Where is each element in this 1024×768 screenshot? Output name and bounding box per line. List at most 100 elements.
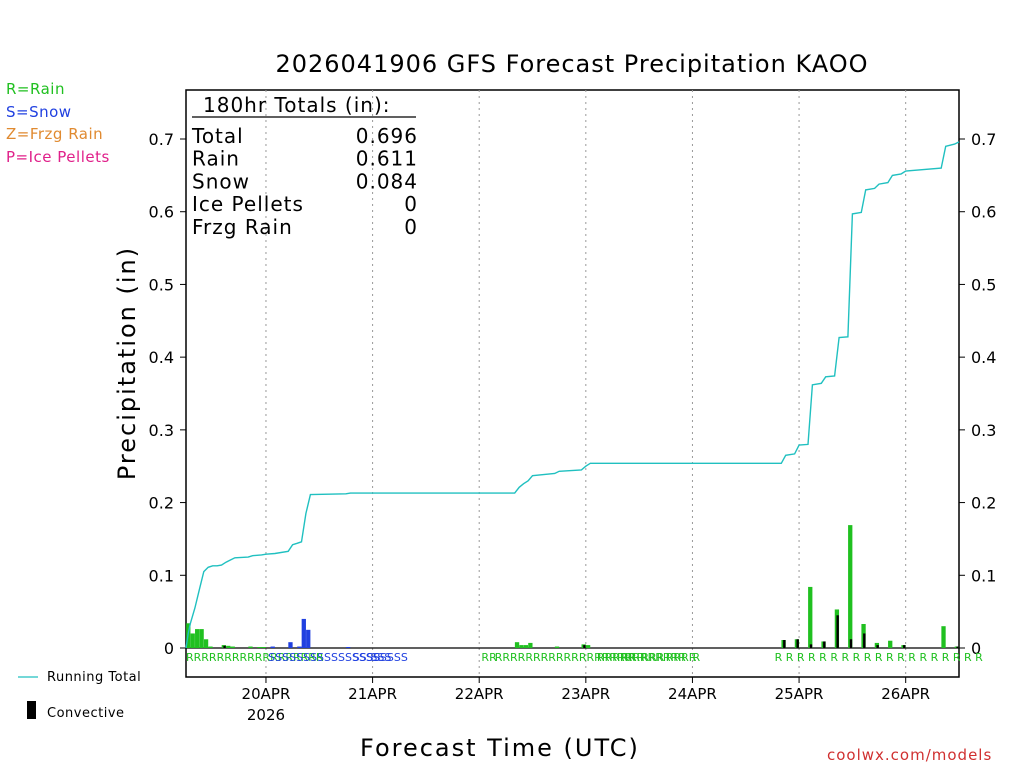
convective-bar (956, 646, 959, 648)
precip-bar (528, 642, 533, 648)
precip-bar (848, 525, 853, 648)
credit-link[interactable]: coolwx.com/models (827, 746, 993, 764)
legend-convective: Convective (47, 706, 125, 721)
plot-frame (185, 89, 960, 678)
precip-bar (230, 646, 235, 648)
ptype-marker: RRR (641, 651, 664, 664)
x-tick-label: 25APR (775, 685, 824, 703)
precip-bar (346, 647, 351, 648)
precip-bar (888, 640, 893, 648)
precip-bar (288, 642, 293, 648)
convective-bar (863, 633, 866, 648)
totals-label: Rain (192, 147, 240, 171)
legend-running-total: Running Total (47, 670, 142, 685)
y-tick-label-left: 0 (164, 639, 174, 658)
precip-bar (297, 646, 302, 648)
precip-bar (208, 646, 213, 648)
totals-header: 180hr Totals (in): (203, 93, 391, 117)
precip-bar (941, 626, 946, 648)
x-tick-label: 24APR (668, 685, 717, 703)
legend-ice-pellets: P=Ice Pellets (6, 148, 110, 166)
x-tick-label: 21APR (348, 685, 397, 703)
totals-value: 0 (404, 192, 418, 216)
convective-swatch (27, 701, 36, 719)
y-tick-label-left: 0.2 (149, 494, 174, 513)
convective-bar (809, 644, 813, 648)
chart-title: 2026041906 GFS Forecast Precipitation KA… (275, 50, 869, 78)
ptype-marker: R (692, 651, 700, 664)
y-tick-label-left: 0.6 (149, 203, 174, 222)
precip-bar (585, 645, 591, 648)
ptype-marker: SSS (370, 651, 391, 664)
precip-bar (190, 633, 195, 648)
y-tick-label-right: 0.5 (971, 275, 996, 294)
convective-bar (876, 645, 879, 648)
bottom-legend-swatches (18, 676, 38, 719)
totals-label: Ice Pellets (192, 192, 304, 216)
y-tick-label-left: 0.7 (149, 130, 174, 149)
totals-value: 0.696 (356, 124, 418, 148)
x-tick-label: 26APR (881, 685, 930, 703)
y-tick-label-left: 0.3 (149, 421, 174, 440)
ptype-marker: SSSS (353, 651, 381, 664)
totals-label: Frzg Rain (192, 215, 293, 239)
y-tick-label-left: 0.4 (149, 348, 174, 367)
precip-bar (270, 646, 275, 648)
totals-value: 0 (404, 215, 418, 239)
precip-bar (301, 618, 306, 648)
ptype-marker: RR (481, 651, 497, 664)
precip-bar (306, 629, 311, 648)
precip-bar (203, 639, 209, 648)
precip-bar (257, 647, 262, 648)
legend-frzg-rain: Z=Frzg Rain (6, 125, 104, 143)
legend-rain: R=Rain (6, 80, 65, 98)
ptype-marker: RRRRRRRRRRRRRRRRRR (186, 651, 324, 664)
ptype-marker: R R R R R R R R R R R R R R R R R R R (775, 651, 984, 664)
ptype-marker: RRRRRRRRRRRRRRRRRRRRRRRRR (495, 651, 686, 664)
convective-bar (796, 639, 799, 648)
convective-bar (223, 645, 226, 648)
x-tick-label: 23APR (561, 685, 610, 703)
precip-bar (199, 629, 204, 648)
precip-bar (519, 645, 524, 648)
x-tick-label: 20APR (242, 685, 291, 703)
legend-snow: S=Snow (6, 103, 72, 121)
precip-bar (554, 646, 560, 648)
totals-value: 0.084 (356, 169, 418, 193)
precip-bar (248, 646, 253, 648)
y-tick-label-right: 0 (971, 639, 981, 658)
convective-bar (783, 640, 786, 648)
ptype-marker: RRR (621, 651, 644, 664)
ptype-marker: SSSSSSSSSSSSSSSSSSSS (268, 651, 408, 664)
y-axis-label: Precipitation (in) (113, 245, 141, 481)
y-tick-label-left: 0.1 (149, 566, 174, 585)
ptype-marker: RRRR (666, 651, 697, 664)
ptype-marker: RRRRR (597, 651, 636, 664)
x-axis-label: Forecast Time (UTC) (360, 734, 640, 762)
precip-bar (261, 647, 266, 648)
convective-bar (903, 645, 906, 648)
totals-label: Total (191, 124, 244, 148)
y-tick-label-right: 0.1 (971, 566, 996, 585)
x-year-label: 2026 (247, 706, 285, 724)
precip-bar (808, 586, 813, 648)
y-tick-label-right: 0.3 (971, 421, 996, 440)
convective-bar (823, 641, 826, 648)
y-tick-label-right: 0.2 (971, 494, 996, 513)
y-tick-label-right: 0.7 (971, 130, 996, 149)
running-total-line (185, 141, 960, 649)
y-tick-label-right: 0.4 (971, 348, 996, 367)
precip-bar (514, 642, 520, 648)
y-tick-label-right: 0.6 (971, 203, 996, 222)
totals-value: 0.611 (356, 147, 418, 171)
convective-bar (583, 645, 586, 648)
precip-bar (523, 645, 529, 648)
precip-bar (195, 629, 200, 648)
x-tick-label: 22APR (455, 685, 504, 703)
y-tick-label-left: 0.5 (149, 275, 174, 294)
convective-bar (849, 639, 853, 648)
precip-bar (226, 645, 231, 648)
convective-bar (836, 615, 839, 648)
totals-label: Snow (192, 169, 250, 193)
